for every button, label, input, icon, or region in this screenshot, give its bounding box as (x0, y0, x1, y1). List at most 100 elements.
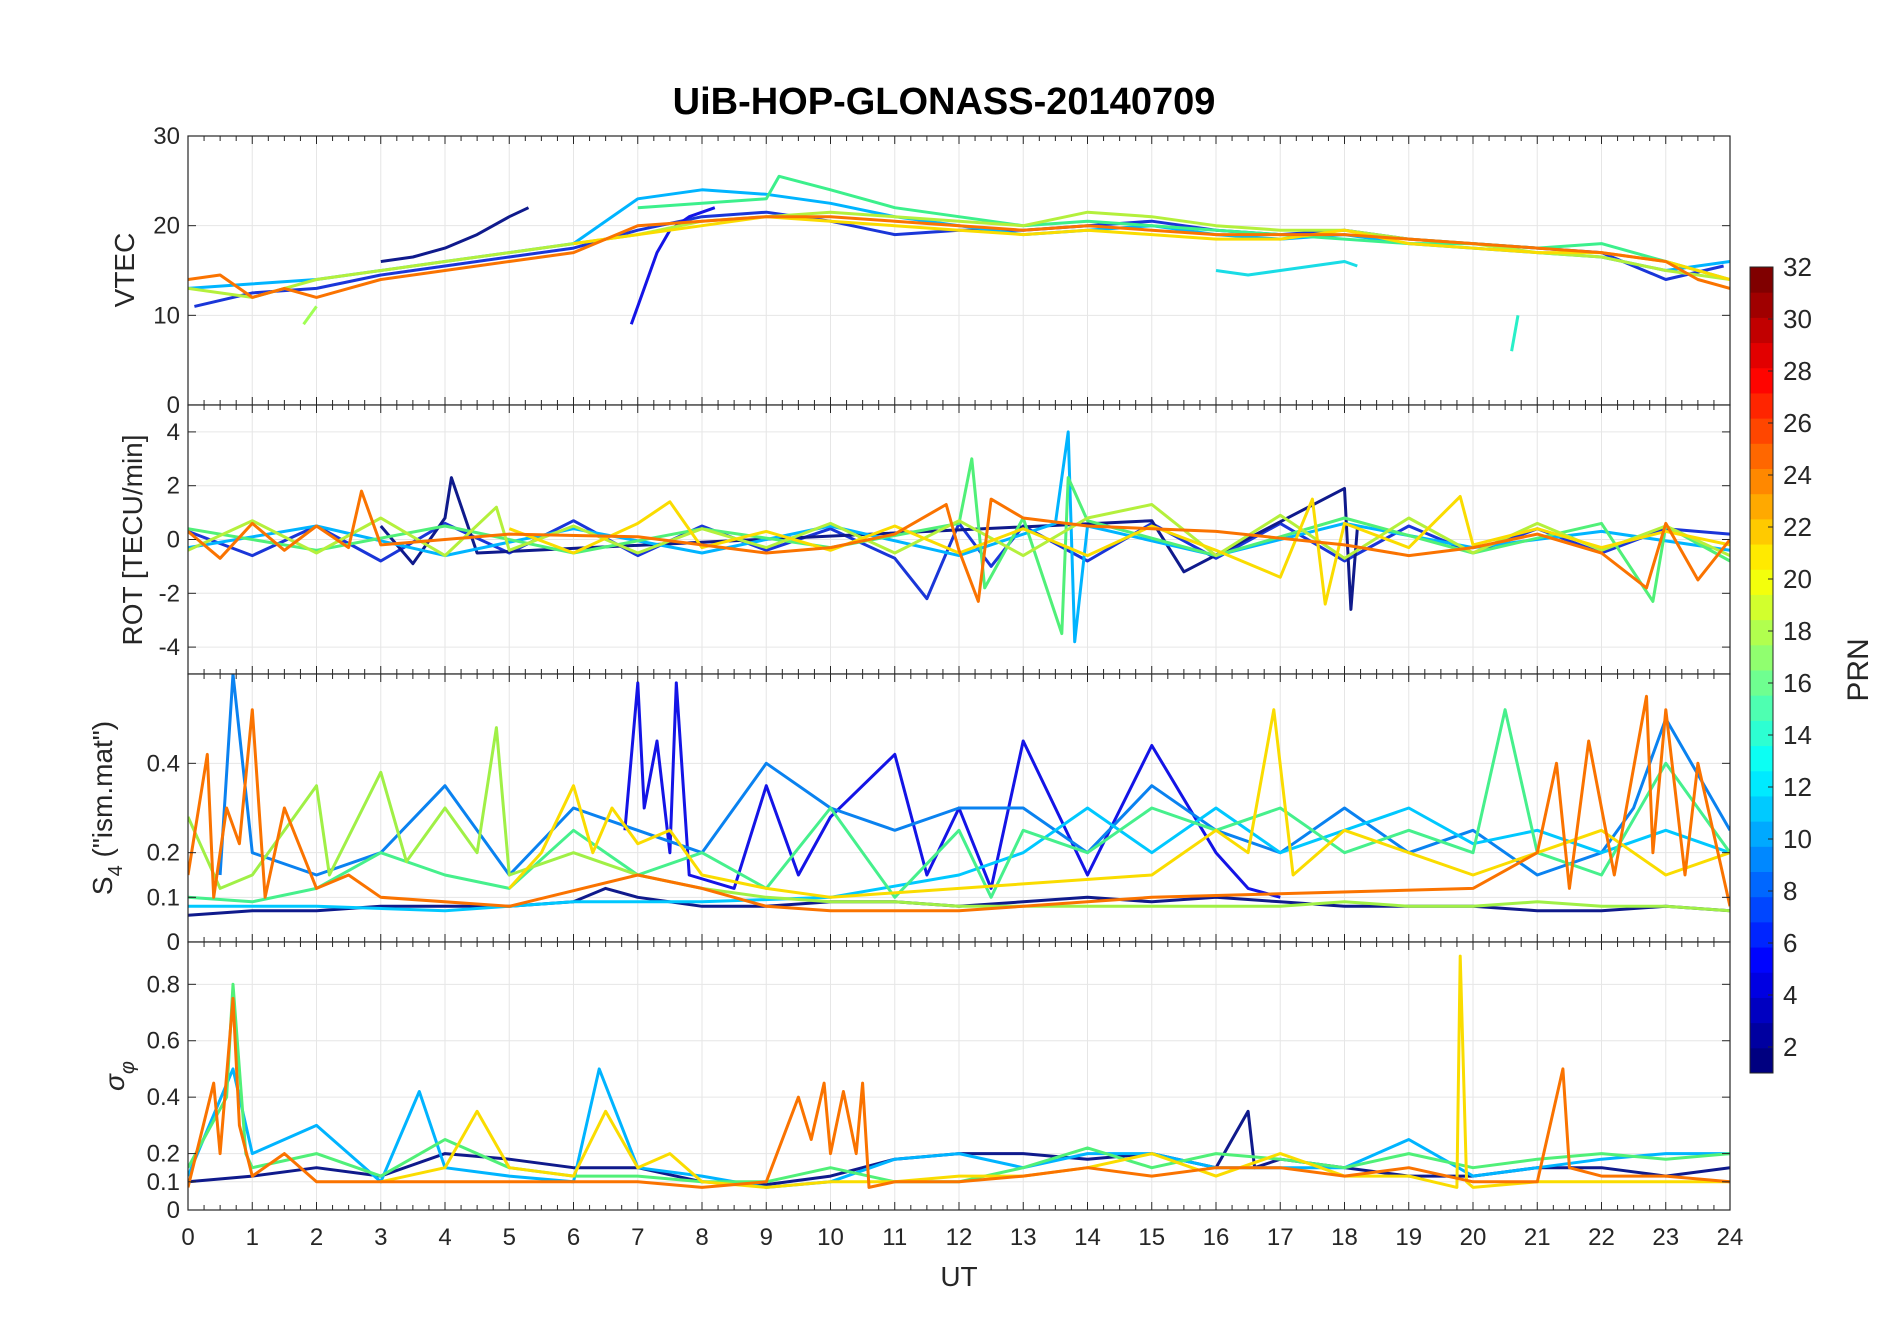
y-tick-label: -2 (159, 580, 180, 607)
colorbar-tick-label: 20 (1783, 564, 1812, 594)
colorbar-segment (1750, 770, 1773, 797)
y-axis-label: VTEC (109, 233, 140, 308)
colorbar-segment (1750, 619, 1773, 646)
colorbar-segment (1750, 1047, 1773, 1074)
colorbar-tick-label: 28 (1783, 356, 1812, 386)
y-axis-label: ROT [TECU/min] (117, 434, 148, 645)
y-tick-label: 0 (167, 527, 180, 554)
panel-3: 0.1 0.2 0.4 0 S4 ("ism.mat") (87, 673, 1731, 956)
x-tick-label: 15 (1138, 1224, 1165, 1251)
colorbar-tick-label: 26 (1783, 408, 1812, 438)
colorbar-segment (1750, 997, 1773, 1024)
colorbar-segment (1750, 594, 1773, 621)
colorbar-segment (1750, 292, 1773, 318)
colorbar-tick-label: 16 (1783, 668, 1812, 698)
x-tick-label: 19 (1395, 1224, 1422, 1251)
colorbar-tick-label: 18 (1783, 616, 1812, 646)
colorbar-tick-label: 14 (1783, 720, 1812, 750)
colorbar-segment (1750, 821, 1773, 847)
colorbar-tick-label: 30 (1783, 304, 1812, 334)
y-tick-label: 0.2 (147, 840, 180, 867)
y-tick-label: 0 (167, 1197, 180, 1224)
series-line-5 (1215, 260, 1358, 277)
x-tick-label: 2 (310, 1224, 323, 1251)
y-tick-label: 0 (167, 929, 180, 956)
x-tick-label: 16 (1203, 1224, 1230, 1251)
colorbar-tick-label: 8 (1783, 876, 1797, 906)
x-tick-label: 22 (1588, 1224, 1615, 1251)
series-line-9 (188, 215, 1730, 299)
series-group (188, 174, 1730, 352)
y-tick-label: 2 (167, 473, 180, 500)
x-tick-label: 24 (1717, 1224, 1744, 1251)
colorbar-tick-label: 10 (1783, 824, 1812, 854)
x-tick-label: 12 (946, 1224, 973, 1251)
colorbar-segment (1750, 670, 1773, 696)
y-tick-label: 0.6 (147, 1028, 180, 1055)
x-tick-label: 14 (1074, 1224, 1101, 1251)
colorbar-segment (1750, 267, 1773, 293)
y-tick-label: 10 (153, 302, 180, 329)
colorbar-segment (1750, 871, 1773, 898)
colorbar-tick-label: 24 (1783, 460, 1812, 490)
x-axis-label: UT (940, 1261, 977, 1292)
x-tick-label: 6 (567, 1224, 580, 1251)
colorbar-segment (1750, 947, 1773, 973)
colorbar-segment (1750, 392, 1773, 419)
colorbar-tick-label: 2 (1783, 1032, 1797, 1062)
panel-1: 0 10 20 30 VTEC (109, 123, 1731, 419)
colorbar-segment (1750, 342, 1773, 369)
series-line-3 (629, 206, 716, 325)
series-line-11 (1510, 315, 1520, 352)
colorbar-segment (1750, 569, 1773, 595)
colorbar-tick-label: 32 (1783, 252, 1812, 282)
series-line-5 (188, 503, 1730, 560)
y-tick-label: 0 (167, 392, 180, 419)
colorbar-segment (1750, 896, 1773, 923)
x-tick-label: 0 (181, 1224, 194, 1251)
colorbar-segment (1750, 493, 1773, 520)
y-tick-label: 0.8 (147, 971, 180, 998)
series-line-5 (188, 996, 1730, 1189)
y-tick-label: 0.4 (147, 750, 180, 777)
colorbar-segment (1750, 443, 1773, 469)
x-tick-label: 21 (1524, 1224, 1551, 1251)
chart-title: UiB-HOP-GLONASS-20140709 (673, 81, 1216, 123)
colorbar-segment (1750, 644, 1773, 671)
colorbar-segment (1750, 745, 1773, 772)
colorbar-segment (1750, 418, 1773, 444)
colorbar-label: PRN (1842, 638, 1875, 701)
colorbar-segment (1750, 367, 1773, 394)
x-tick-label: 11 (882, 1224, 907, 1251)
x-tick-label: 7 (631, 1224, 644, 1251)
x-tick-label: 9 (760, 1224, 773, 1251)
x-tick-label: 20 (1460, 1224, 1487, 1251)
colorbar-segment (1750, 846, 1773, 872)
series-line-4 (188, 457, 1730, 636)
colorbar-tick-label: 12 (1783, 772, 1812, 802)
x-tick-label: 5 (503, 1224, 516, 1251)
x-tick-label: 1 (246, 1224, 259, 1251)
series-line-5 (188, 708, 1730, 904)
series-line-4 (188, 806, 1730, 913)
x-tick-label: 17 (1267, 1224, 1294, 1251)
colorbar-segment (1750, 695, 1773, 721)
y-tick-label: 30 (153, 123, 180, 150)
x-tick-label: 4 (438, 1224, 451, 1251)
series-group (188, 954, 1730, 1189)
y-tick-label: 0.2 (147, 1141, 180, 1168)
series-group (188, 430, 1730, 644)
series-line-8 (188, 694, 1730, 913)
colorbar-tick-label: 4 (1783, 980, 1797, 1010)
x-tick-label: 10 (817, 1224, 844, 1251)
x-tick-label: 3 (374, 1224, 387, 1251)
colorbar-segment (1750, 544, 1773, 570)
y-tick-label: 20 (153, 213, 180, 240)
colorbar-tick-label: 6 (1783, 928, 1797, 958)
colorbar-segment (1750, 1022, 1773, 1049)
series-line-2 (380, 206, 530, 263)
panel-2: -4 -2 0 2 4 ROT [TECU/min] (117, 404, 1731, 675)
